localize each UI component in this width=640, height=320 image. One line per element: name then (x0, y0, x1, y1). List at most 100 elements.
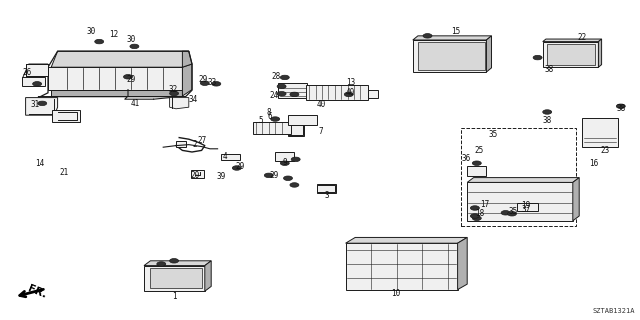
Circle shape (157, 262, 166, 266)
Polygon shape (467, 178, 579, 182)
Circle shape (38, 101, 47, 106)
Circle shape (470, 206, 479, 210)
Text: 24: 24 (269, 91, 278, 100)
Polygon shape (467, 182, 573, 221)
Circle shape (271, 117, 280, 121)
Circle shape (616, 104, 625, 108)
Polygon shape (346, 237, 467, 243)
Polygon shape (543, 39, 602, 42)
Text: 38: 38 (545, 65, 554, 74)
Circle shape (543, 110, 552, 114)
Polygon shape (22, 77, 45, 86)
Circle shape (472, 161, 481, 165)
Text: 31: 31 (31, 100, 40, 109)
Text: 27: 27 (197, 136, 206, 145)
Polygon shape (467, 166, 486, 176)
Polygon shape (573, 178, 579, 221)
Text: 9: 9 (282, 158, 287, 167)
Circle shape (95, 39, 104, 44)
Text: SZTAB1321A: SZTAB1321A (593, 308, 635, 314)
Polygon shape (486, 36, 492, 72)
Polygon shape (275, 152, 294, 161)
Circle shape (33, 82, 42, 86)
Text: 17: 17 (481, 200, 490, 209)
Polygon shape (144, 266, 205, 291)
Circle shape (470, 214, 479, 218)
Polygon shape (288, 125, 304, 136)
Text: 39: 39 (216, 172, 225, 181)
Circle shape (280, 75, 289, 80)
Circle shape (170, 259, 179, 263)
Text: 8: 8 (266, 108, 271, 117)
Circle shape (124, 75, 132, 79)
Text: 30: 30 (86, 28, 95, 36)
Circle shape (501, 211, 510, 215)
Circle shape (130, 44, 139, 49)
Polygon shape (346, 243, 458, 290)
Polygon shape (288, 115, 317, 125)
Circle shape (277, 92, 286, 96)
Text: 40: 40 (317, 100, 326, 109)
Text: 29: 29 (199, 75, 208, 84)
Text: 30: 30 (127, 36, 136, 44)
Polygon shape (205, 261, 211, 291)
Polygon shape (368, 90, 378, 98)
Polygon shape (221, 154, 240, 160)
Text: FR.: FR. (26, 284, 48, 300)
Text: 28: 28 (272, 72, 281, 81)
Polygon shape (413, 40, 486, 72)
Polygon shape (317, 184, 336, 193)
Text: 26: 26 (22, 68, 31, 77)
Text: 4: 4 (223, 152, 228, 161)
Text: 41: 41 (131, 99, 140, 108)
Circle shape (280, 161, 289, 165)
Polygon shape (543, 42, 598, 67)
Polygon shape (517, 203, 538, 211)
Text: 7: 7 (319, 127, 324, 136)
Circle shape (277, 84, 286, 89)
Text: 2: 2 (193, 140, 198, 149)
Circle shape (200, 81, 209, 85)
Text: 35: 35 (488, 130, 497, 139)
Polygon shape (170, 98, 189, 109)
Circle shape (533, 55, 542, 60)
Text: 14: 14 (35, 159, 44, 168)
Circle shape (232, 166, 241, 170)
Polygon shape (458, 237, 467, 290)
Text: 34: 34 (189, 95, 198, 104)
Circle shape (408, 261, 418, 267)
Circle shape (212, 82, 221, 86)
Text: 12: 12 (109, 30, 118, 39)
Polygon shape (150, 268, 202, 288)
Circle shape (284, 176, 292, 180)
Polygon shape (582, 118, 618, 147)
Text: 1: 1 (172, 292, 177, 301)
Text: 37: 37 (522, 205, 531, 214)
Circle shape (344, 92, 353, 97)
Polygon shape (182, 64, 192, 96)
Polygon shape (278, 83, 307, 98)
Polygon shape (26, 64, 48, 76)
Text: 22: 22 (578, 33, 587, 42)
Text: 38: 38 (616, 104, 625, 113)
Polygon shape (547, 44, 595, 65)
Polygon shape (253, 122, 291, 134)
Text: 6: 6 (268, 112, 273, 121)
Text: 19: 19 (522, 201, 531, 210)
Polygon shape (22, 64, 48, 78)
Text: 29: 29 (236, 162, 244, 171)
Circle shape (423, 34, 432, 38)
Text: 32: 32 (168, 85, 177, 94)
Circle shape (291, 157, 300, 162)
Circle shape (290, 92, 299, 97)
Text: 29: 29 (269, 172, 278, 180)
Text: 15: 15 (451, 28, 460, 36)
Text: 20: 20 (191, 172, 200, 180)
Circle shape (170, 91, 179, 96)
Polygon shape (418, 42, 485, 70)
Text: 29: 29 (127, 75, 136, 84)
Text: 3: 3 (324, 191, 329, 200)
Text: 18: 18 (476, 209, 484, 218)
Text: 10: 10 (391, 289, 400, 298)
Polygon shape (306, 85, 368, 100)
